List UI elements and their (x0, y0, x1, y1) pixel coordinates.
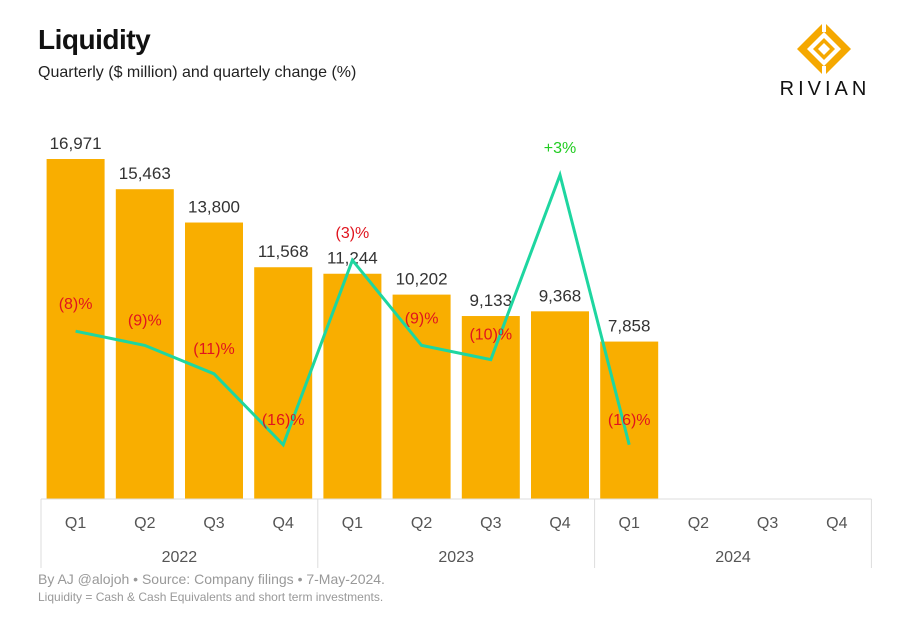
x-tick-label-7: Q4 (549, 515, 570, 532)
x-tick-label-9: Q2 (688, 515, 709, 532)
x-tick-label-5: Q2 (411, 515, 432, 532)
x-tick-label-3: Q4 (273, 515, 294, 532)
bar-value-label-2: 13,800 (188, 198, 240, 217)
chart-title: Liquidity (38, 24, 151, 55)
bar-4 (323, 273, 382, 499)
bar-0 (46, 159, 105, 499)
bar-value-label-1: 15,463 (119, 164, 171, 183)
year-label-0: 2022 (162, 549, 198, 566)
bar-7 (531, 311, 589, 499)
source-footnote: By AJ @alojoh • Source: Company filings … (38, 571, 385, 587)
change-label-8: (16)% (608, 412, 651, 429)
bar-value-label-6: 9,133 (470, 291, 513, 310)
rivian-logo-text: RIVIAN (779, 78, 871, 100)
x-tick-label-1: Q2 (134, 515, 155, 532)
change-label-0: (8)% (59, 296, 93, 313)
year-label-2: 2024 (715, 549, 751, 566)
bar-value-label-8: 7,858 (608, 317, 651, 336)
bar-value-label-5: 10,202 (396, 270, 448, 289)
x-tick-label-11: Q4 (826, 515, 847, 532)
x-tick-label-6: Q3 (480, 515, 501, 532)
change-label-2: (11)% (193, 341, 235, 358)
definition-footnote: Liquidity = Cash & Cash Equivalents and … (38, 590, 384, 604)
chart-subtitle: Quarterly ($ million) and quartely chang… (38, 64, 357, 81)
bar-value-label-0: 16,971 (50, 134, 102, 153)
x-tick-label-2: Q3 (203, 515, 224, 532)
bar-value-label-3: 11,568 (258, 242, 309, 261)
change-label-6: (10)% (469, 327, 512, 344)
bar-value-label-7: 9,368 (539, 286, 582, 305)
bar-3 (254, 267, 313, 499)
bar-5 (392, 294, 451, 499)
change-label-7: +3% (544, 140, 576, 157)
change-label-3: (16)% (262, 412, 305, 429)
change-label-1: (9)% (128, 312, 162, 329)
x-tick-label-8: Q1 (619, 515, 640, 532)
bar-2 (185, 222, 243, 499)
bar-6 (461, 316, 520, 499)
change-label-4: (3)% (336, 225, 370, 242)
year-label-1: 2023 (438, 549, 474, 566)
x-tick-label-4: Q1 (342, 515, 363, 532)
x-tick-label-0: Q1 (65, 515, 86, 532)
change-label-5: (9)% (405, 310, 439, 327)
rivian-logo-icon (797, 22, 851, 76)
x-tick-label-10: Q3 (757, 515, 778, 532)
